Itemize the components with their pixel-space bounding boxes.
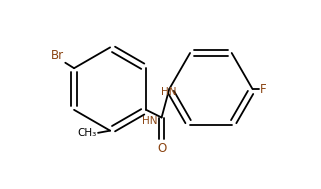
Text: HN: HN (160, 87, 176, 97)
Text: O: O (157, 142, 166, 155)
Text: HN: HN (142, 116, 157, 126)
Text: F: F (260, 83, 267, 95)
Text: Br: Br (50, 49, 64, 62)
Text: CH₃: CH₃ (78, 128, 97, 138)
